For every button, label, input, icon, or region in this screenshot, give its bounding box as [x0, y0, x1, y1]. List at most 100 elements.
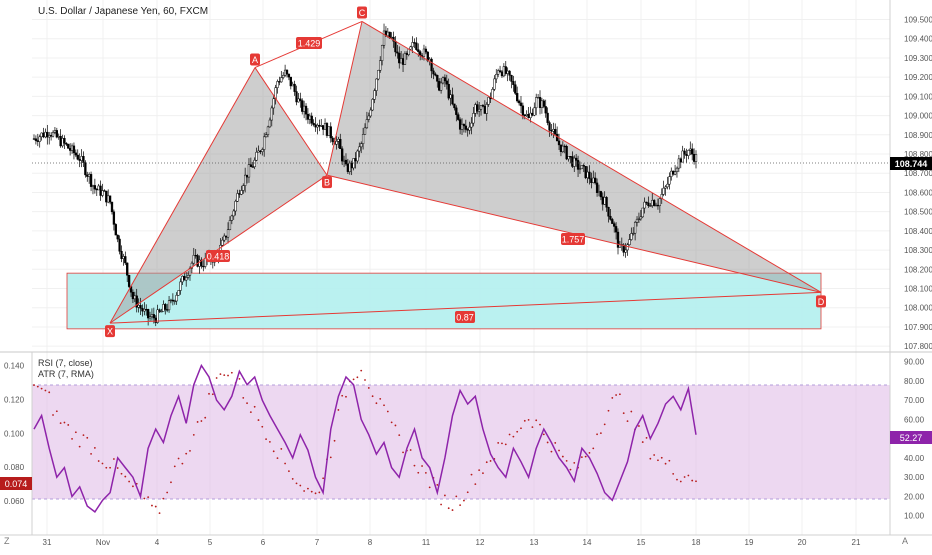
atr-point-125	[508, 433, 511, 436]
candle-body-14	[59, 135, 62, 147]
candle-body-212	[436, 75, 439, 82]
candle-body-146	[310, 115, 313, 124]
candle-body-213	[438, 81, 441, 91]
candle-body-68	[162, 304, 165, 312]
candle-body-151	[320, 125, 323, 127]
time-tick-8: 12	[476, 538, 485, 547]
rsi-value: 52.27	[900, 433, 923, 443]
candle-body-347	[692, 154, 696, 162]
atr-point-144	[580, 456, 583, 459]
candle-body-50	[127, 274, 131, 287]
atr-point-114	[466, 491, 469, 494]
candle-body-196	[405, 53, 409, 55]
candle-body-217	[445, 80, 448, 85]
atr-point-81	[341, 394, 344, 397]
candle-body-218	[447, 83, 450, 99]
candle-body-3	[38, 136, 41, 142]
candle-body-253	[514, 84, 517, 94]
candle-body-285	[575, 157, 578, 161]
atr-point-10	[71, 437, 73, 440]
candle-body-229	[468, 126, 471, 131]
candle-body-265	[536, 97, 540, 99]
candle-body-170	[356, 150, 359, 162]
candle-body-117	[255, 151, 258, 161]
atr-point-116	[474, 483, 477, 486]
price-tick-0: 109.500	[904, 16, 932, 25]
chart-title: U.S. Dollar / Japanese Yen, 60, FXCM	[38, 6, 208, 17]
candle-body-262	[531, 112, 534, 116]
candle-body-130	[280, 77, 283, 83]
candle-body-25	[80, 156, 83, 161]
atr-point-57	[249, 411, 252, 413]
atr-axis[interactable]: 0.140 0.120 0.100 0.080 0.060	[4, 362, 25, 507]
candle-body-210	[432, 70, 435, 75]
candle-body-38	[105, 190, 108, 203]
candle-body-277	[559, 144, 563, 152]
candle-body-65	[156, 309, 159, 323]
timezone-corner[interactable]: Z	[4, 536, 10, 546]
candle-body-177	[369, 109, 372, 117]
candle-body-135	[289, 76, 292, 87]
candle-body-335	[670, 170, 673, 177]
atr-point-4	[48, 391, 51, 394]
candle-body-304	[611, 219, 614, 224]
pattern-line-ab	[254, 67, 328, 176]
ratio-label-xad: 0.87	[456, 313, 474, 323]
price-tick-8: 108.700	[904, 169, 932, 178]
candle-body-100	[223, 235, 226, 241]
atr-point-8	[63, 421, 66, 424]
ratio-label-bcd-bg	[561, 233, 585, 245]
atr-tick-1: 0.120	[4, 395, 25, 404]
price-tick-15: 108.000	[904, 304, 932, 313]
atr-point-103	[424, 472, 427, 474]
atr-point-122	[497, 442, 500, 444]
atr-point-129	[523, 419, 526, 422]
atr-point-2	[40, 387, 43, 390]
candle-body-20	[70, 145, 74, 151]
candle-body-274	[554, 129, 557, 135]
atr-point-42	[192, 433, 195, 436]
candle-body-23	[76, 154, 79, 160]
candle-body-276	[557, 140, 561, 146]
atr-point-37	[173, 465, 176, 468]
atr-point-65	[280, 448, 283, 450]
candle-body-266	[538, 97, 542, 108]
atr-point-23	[120, 472, 123, 475]
auto-scale-toggle[interactable]: A	[902, 536, 908, 546]
candle-body-88	[200, 259, 203, 267]
candle-body-214	[439, 82, 443, 91]
candle-body-192	[398, 52, 401, 64]
candle-body-53	[133, 295, 136, 300]
candle-body-194	[401, 58, 405, 65]
atr-point-3	[44, 389, 47, 392]
time-tick-7: 11	[422, 538, 431, 547]
rsi-value-tag	[890, 431, 932, 444]
price-tick-9: 108.600	[904, 188, 932, 197]
atr-point-88	[367, 387, 370, 389]
atr-point-30	[147, 496, 150, 499]
atr-point-120	[489, 460, 492, 462]
pattern-triangle-xab	[110, 67, 327, 324]
price-axis[interactable]: 109.500 109.400 109.300 109.200 109.100 109.0…	[904, 16, 932, 352]
candle-body-12	[55, 130, 58, 138]
atr-point-91	[379, 397, 382, 400]
candle-body-28	[86, 174, 89, 177]
atr-point-149	[599, 432, 602, 434]
candle-body-338	[675, 167, 679, 172]
candle-body-317	[635, 218, 639, 223]
candle-body-153	[323, 123, 327, 130]
candle-body-219	[449, 94, 452, 99]
candle-body-316	[633, 222, 637, 234]
candle-body-174	[363, 127, 367, 135]
atr-point-68	[291, 478, 294, 480]
atr-point-96	[398, 434, 401, 437]
candle-body-241	[491, 89, 494, 100]
atr-point-22	[116, 467, 119, 469]
atr-point-39	[181, 462, 184, 465]
candle-body-172	[360, 143, 363, 148]
atr-point-141	[569, 468, 572, 471]
candle-body-103	[228, 220, 232, 231]
time-axis[interactable]: 31 Nov 4 5 6 7 8 11 12 13 14 15 18 19 20 21	[43, 538, 861, 547]
